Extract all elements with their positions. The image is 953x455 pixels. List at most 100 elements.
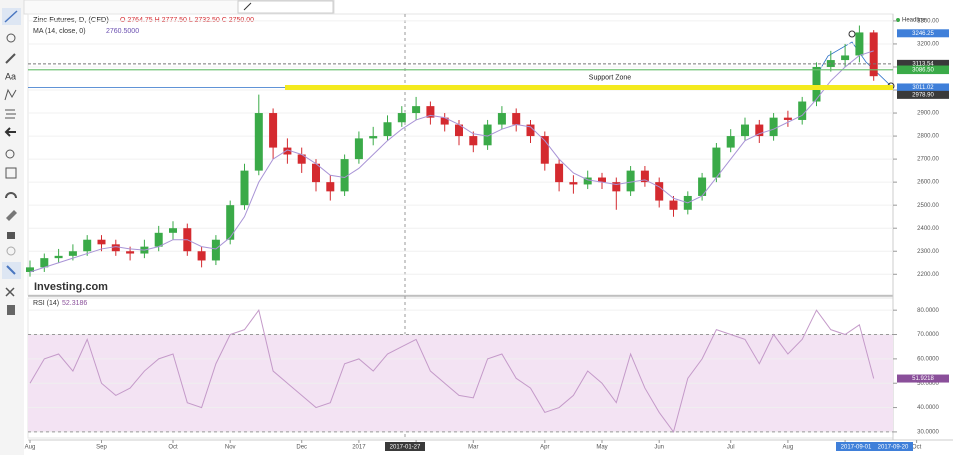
rsi-title: RSI (14) bbox=[33, 300, 59, 307]
y-tick-label: 30.0000 bbox=[917, 429, 939, 435]
candle-body bbox=[154, 232, 163, 247]
rsi-readout: 52.3186 bbox=[62, 300, 87, 307]
y-tick-label: 2900.00 bbox=[917, 111, 939, 117]
candle-body bbox=[169, 228, 177, 233]
price-label: 3113.54 bbox=[912, 61, 934, 67]
candle-body bbox=[583, 177, 592, 185]
price-label-bg bbox=[897, 83, 949, 92]
x-tick-label: Mar bbox=[468, 445, 478, 451]
price-label-bg bbox=[897, 59, 949, 68]
y-tick-label: 3200.00 bbox=[917, 42, 939, 48]
drawing-bar[interactable] bbox=[237, 0, 334, 14]
candle-body bbox=[369, 136, 378, 139]
toolbar-bg bbox=[0, 0, 24, 455]
tool-lock[interactable] bbox=[7, 232, 15, 239]
candle-body bbox=[640, 170, 649, 183]
x-highlight-bg bbox=[836, 442, 876, 451]
candle-body bbox=[598, 177, 606, 183]
candle-body bbox=[40, 258, 49, 268]
x-tick-label: Dec bbox=[296, 445, 307, 451]
candle-body bbox=[83, 239, 92, 252]
y-tick-label: 2500.00 bbox=[917, 203, 939, 209]
left-toolbar: Aa bbox=[0, 0, 24, 455]
candle-body bbox=[540, 136, 549, 164]
candle-body bbox=[455, 124, 463, 137]
tool-pattern[interactable] bbox=[4, 88, 17, 101]
tool-brush[interactable] bbox=[5, 53, 16, 64]
tool-remove[interactable] bbox=[5, 287, 15, 297]
tool-zoom[interactable] bbox=[5, 149, 15, 159]
candle-body bbox=[626, 170, 635, 192]
x-tick-label: May bbox=[596, 445, 607, 451]
candle-body bbox=[712, 147, 721, 178]
x-tick-label: Apr bbox=[540, 445, 549, 451]
candle-body bbox=[655, 182, 664, 201]
price-label: 2978.90 bbox=[912, 92, 934, 98]
tool-keep[interactable] bbox=[6, 210, 17, 221]
candle-body bbox=[669, 200, 678, 210]
rsi-last-bg bbox=[897, 374, 949, 383]
price-label: 3011.02 bbox=[912, 85, 934, 91]
price-label: 3086.50 bbox=[912, 68, 934, 74]
tool-crosshair[interactable] bbox=[6, 33, 16, 43]
y-tick-label: 3300.00 bbox=[917, 18, 939, 24]
rsi-line bbox=[29, 309, 875, 434]
candle-body bbox=[426, 106, 435, 118]
candle-body bbox=[755, 124, 764, 137]
drawing-icon[interactable] bbox=[243, 2, 252, 11]
y-tick-label: 40.0000 bbox=[917, 405, 939, 411]
candle-body bbox=[254, 113, 263, 171]
tool-line[interactable] bbox=[4, 10, 18, 23]
x-tick-label: Sep bbox=[96, 445, 107, 451]
candle-body bbox=[526, 124, 535, 137]
tool-fib[interactable] bbox=[5, 109, 16, 119]
annotation-circle bbox=[848, 30, 856, 38]
candle-body bbox=[211, 239, 220, 261]
y-tick-label: 60.0000 bbox=[917, 356, 939, 362]
x-tick-label: 2017 bbox=[352, 445, 366, 451]
candle-body bbox=[68, 251, 77, 256]
x-tick-label: Aug bbox=[783, 445, 794, 451]
legend-entry: Headline bbox=[902, 18, 926, 24]
tool-text[interactable]: Aa bbox=[5, 71, 16, 81]
candle-body bbox=[340, 159, 349, 192]
tool-measure[interactable] bbox=[5, 167, 17, 179]
y-tick-label: 50.0000 bbox=[917, 381, 939, 387]
candle-body bbox=[97, 239, 106, 245]
candle-body bbox=[869, 32, 878, 77]
y-tick-label: 2300.00 bbox=[917, 249, 939, 255]
tool-trash[interactable] bbox=[7, 305, 15, 315]
x-tick-label: Jul bbox=[727, 445, 735, 451]
candle-body bbox=[698, 177, 707, 196]
candle-body bbox=[297, 154, 306, 164]
x-highlight-bg bbox=[385, 442, 425, 451]
tool-back[interactable] bbox=[4, 127, 16, 137]
candle-body bbox=[512, 113, 521, 125]
y-tick-label: 70.0000 bbox=[917, 332, 939, 338]
candle-body bbox=[483, 124, 492, 146]
tool-link[interactable] bbox=[6, 265, 16, 275]
x-highlight-label: 2017-09-01 bbox=[841, 445, 872, 451]
candle-body bbox=[812, 66, 821, 102]
candle-body bbox=[283, 147, 292, 155]
ohlc-readout: O 2764.75 H 2777.50 L 2732.50 C 2750.00 bbox=[120, 17, 254, 24]
y-tick-label: 2200.00 bbox=[917, 272, 939, 278]
support-zone-label: Support Zone bbox=[589, 74, 632, 81]
candle-body bbox=[412, 106, 421, 114]
y-tick-label: 80.0000 bbox=[917, 308, 939, 314]
y-tick-label: 2600.00 bbox=[917, 180, 939, 186]
x-tick-label: Nov bbox=[225, 445, 236, 451]
candle-body bbox=[383, 122, 392, 137]
candle-body bbox=[841, 55, 850, 61]
watermark: Investing.com bbox=[34, 281, 108, 293]
tool-magnet[interactable] bbox=[5, 192, 17, 199]
candle-body bbox=[569, 182, 578, 185]
candle-body bbox=[326, 182, 335, 192]
x-highlight-label: 2017-01-27 bbox=[390, 445, 421, 451]
tool-hide[interactable] bbox=[6, 246, 16, 256]
x-tick-label: Aug bbox=[25, 445, 36, 451]
candle-body bbox=[111, 244, 120, 252]
rsi-last-label: 51.9218 bbox=[912, 376, 934, 382]
